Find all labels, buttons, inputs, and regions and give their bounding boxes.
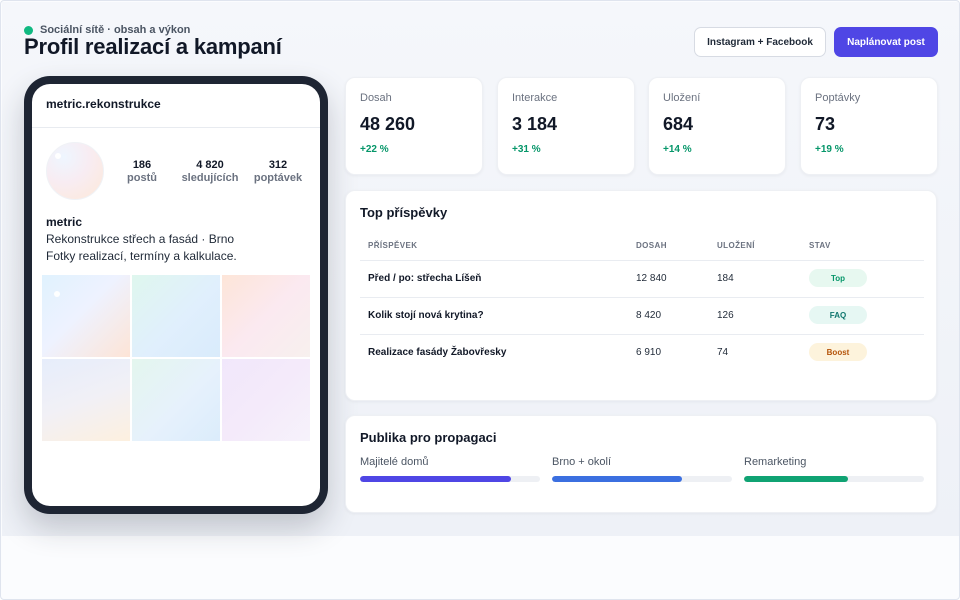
kpi-card-saves: Uložení 684 +14 % xyxy=(648,77,786,175)
stat-label: sledujících xyxy=(181,172,239,184)
post-thumbnail[interactable] xyxy=(42,275,130,357)
kpi-delta: +22 % xyxy=(360,144,389,155)
profile-bio-name: metric xyxy=(46,215,83,229)
profile-screen: metric.rekonstrukce 186 postů 4 820 sled… xyxy=(32,84,320,506)
table-row-post[interactable]: Kolik stojí nová krytina? xyxy=(368,310,484,321)
post-thumbnail[interactable] xyxy=(222,275,310,357)
post-thumbnail[interactable] xyxy=(132,275,220,357)
kpi-delta: +19 % xyxy=(815,144,844,155)
column-header-saves: ULOŽENÍ xyxy=(717,241,755,250)
kpi-delta: +31 % xyxy=(512,144,541,155)
kpi-card-interactions: Interakce 3 184 +31 % xyxy=(497,77,635,175)
top-posts-card: Top příspěvky PŘÍSPĚVEK DOSAH ULOŽENÍ ST… xyxy=(345,190,937,401)
kpi-value: 73 xyxy=(815,114,836,134)
kpi-label: Uložení xyxy=(663,92,701,104)
audience-progress-fill xyxy=(360,476,512,482)
page-kicker: Sociální sítě · obsah a výkon xyxy=(24,24,190,36)
table-row-post[interactable]: Realizace fasády Žabovřesky xyxy=(368,347,507,358)
audience-label: Brno + okolí xyxy=(552,456,612,468)
kpi-value: 3 184 xyxy=(512,114,558,134)
status-badge: Boost xyxy=(809,343,867,361)
phone-mockup: metric.rekonstrukce 186 postů 4 820 sled… xyxy=(24,76,328,514)
table-row-saves: 126 xyxy=(717,310,734,321)
audience-title: Publika pro propagaci xyxy=(360,430,497,445)
table-row-reach: 12 840 xyxy=(636,273,667,284)
schedule-post-button[interactable]: Naplánovat post xyxy=(834,27,938,57)
page-title: Profil realizací a kampaní xyxy=(24,34,282,59)
audience-progress-fill xyxy=(552,476,682,482)
table-divider xyxy=(360,334,924,335)
table-row-post[interactable]: Před / po: střecha Líšeň xyxy=(368,273,482,284)
kpi-value: 684 xyxy=(663,114,694,134)
status-badge: FAQ xyxy=(809,306,867,324)
kicker-text: Sociální sítě · obsah a výkon xyxy=(40,24,191,36)
stat-value: 312 xyxy=(268,159,288,171)
audience-card: Publika pro propagaci Majitelé domů Brno… xyxy=(345,415,937,513)
profile-stat-inquiries[interactable]: 312 poptávek xyxy=(250,159,306,184)
stat-value: 4 820 xyxy=(196,159,224,171)
status-dot-icon xyxy=(24,25,33,35)
post-thumbnail[interactable] xyxy=(222,359,310,441)
table-row-reach: 8 420 xyxy=(636,310,662,321)
kpi-value: 48 260 xyxy=(360,114,416,134)
kpi-card-inquiries: Poptávky 73 +19 % xyxy=(800,77,938,175)
post-thumbnail[interactable] xyxy=(132,359,220,441)
kpi-delta: +14 % xyxy=(663,144,692,155)
table-divider xyxy=(360,297,924,298)
audience-progress-fill xyxy=(744,476,849,482)
post-grid xyxy=(42,275,310,441)
profile-bio-line: Rekonstrukce střech a fasád · Brno xyxy=(46,232,235,246)
profile-avatar[interactable] xyxy=(46,142,104,200)
kpi-label: Poptávky xyxy=(815,92,861,104)
table-row-saves: 74 xyxy=(717,347,729,358)
status-badge: Top xyxy=(809,269,867,287)
audience-progress-bar xyxy=(360,476,540,482)
table-row-saves: 184 xyxy=(717,273,734,284)
profile-divider xyxy=(32,127,320,128)
audience-progress-bar xyxy=(744,476,924,482)
kpi-label: Dosah xyxy=(360,92,392,104)
profile-stat-posts[interactable]: 186 postů xyxy=(120,159,164,184)
stat-label: postů xyxy=(127,172,157,184)
stat-label: poptávek xyxy=(253,172,303,184)
kpi-card-reach: Dosah 48 260 +22 % xyxy=(345,77,483,175)
post-thumbnail[interactable] xyxy=(42,359,130,441)
kpi-label: Interakce xyxy=(512,92,558,104)
table-row-reach: 6 910 xyxy=(636,347,662,358)
column-header-post: PŘÍSPĚVEK xyxy=(368,241,418,250)
top-posts-title: Top příspěvky xyxy=(360,205,448,220)
audience-progress-bar xyxy=(552,476,732,482)
profile-bio-line: Fotky realizací, termíny a kalkulace. xyxy=(46,249,237,263)
column-header-reach: DOSAH xyxy=(636,241,667,250)
audience-label: Majitelé domů xyxy=(360,456,429,468)
profile-username: metric.rekonstrukce xyxy=(46,97,161,111)
platform-filter-button[interactable]: Instagram + Facebook xyxy=(694,27,826,57)
table-divider xyxy=(360,260,924,261)
audience-label: Remarketing xyxy=(744,456,807,468)
stat-value: 186 xyxy=(132,159,152,171)
profile-stat-followers[interactable]: 4 820 sledujících xyxy=(178,159,242,184)
column-header-status: STAV xyxy=(809,241,831,250)
